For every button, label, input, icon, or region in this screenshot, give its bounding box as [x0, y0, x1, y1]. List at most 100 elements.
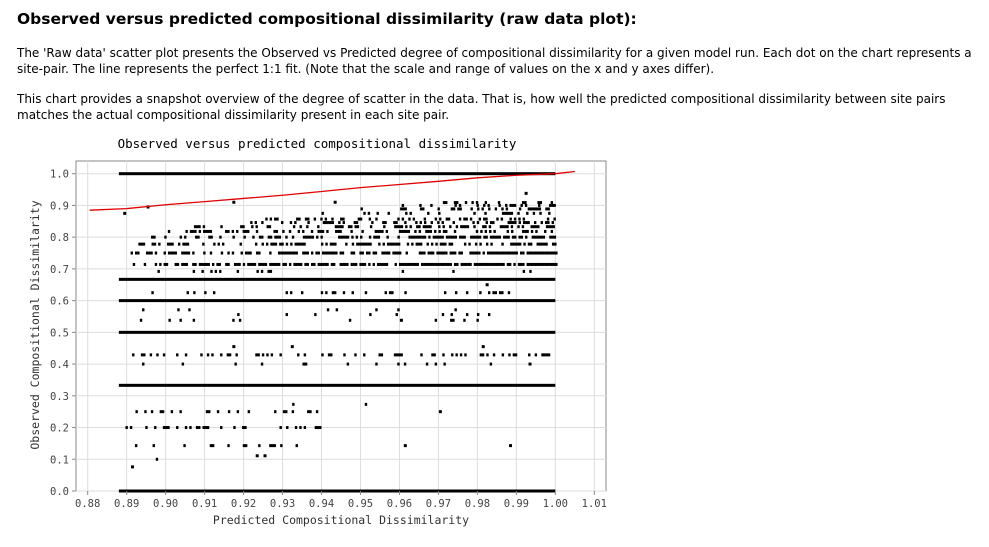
scatter-point [340, 217, 343, 221]
scatter-point [540, 235, 543, 239]
scatter-point [167, 426, 170, 430]
scatter-point [429, 225, 432, 229]
scatter-point [138, 242, 141, 246]
scatter-point [405, 225, 408, 229]
scatter-point [453, 251, 457, 255]
scatter-point [528, 262, 532, 266]
scatter-point [546, 251, 549, 255]
scatter-point [478, 235, 482, 239]
scatter-point [450, 318, 453, 322]
scatter-point [214, 269, 218, 273]
scatter-point [530, 229, 534, 233]
scatter-point [372, 262, 375, 266]
scatter-point [430, 203, 433, 207]
scatter-point [419, 203, 422, 207]
scatter-point [193, 291, 196, 295]
scatter-point [269, 262, 272, 266]
scatter-point [274, 410, 277, 414]
scatter-point [541, 251, 545, 255]
scatter-point [192, 251, 195, 255]
scatter-point [456, 262, 459, 266]
scatter-point [512, 242, 515, 246]
scatter-point [152, 444, 155, 448]
scatter-point [227, 251, 230, 255]
scatter-point [499, 225, 503, 229]
scatter-point [401, 269, 405, 273]
scatter-point [186, 291, 189, 295]
scatter-point [299, 426, 302, 430]
scatter-point [514, 242, 517, 246]
scatter-point [377, 235, 381, 239]
scatter-point [167, 251, 171, 255]
scatter-point [266, 353, 269, 357]
scatter-point [284, 251, 287, 255]
scatter-point [310, 251, 314, 255]
scatter-point [299, 225, 302, 229]
scatter-point [310, 262, 314, 266]
scatter-point [500, 217, 504, 221]
scatter-point [438, 251, 441, 255]
scatter-point [414, 262, 417, 266]
scatter-point [154, 251, 158, 255]
scatter-point [520, 235, 524, 239]
scatter-point [244, 229, 248, 233]
scatter-point [364, 291, 368, 295]
scatter-point [496, 217, 499, 221]
scatter-point [321, 211, 324, 215]
scatter-point [137, 251, 140, 255]
scatter-point [145, 251, 149, 255]
scatter-point [397, 308, 400, 312]
scatter-point [482, 225, 485, 229]
fit-line [89, 170, 575, 211]
scatter-point [260, 362, 264, 366]
scatter-point [483, 203, 486, 207]
scatter-point [392, 251, 395, 255]
scatter-point [354, 262, 358, 266]
scatter-point [183, 251, 186, 255]
scatter-point [282, 229, 285, 233]
scatter-point [511, 251, 514, 255]
scatter-point [343, 353, 346, 357]
scatter-point [233, 426, 236, 430]
scatter-point [462, 262, 466, 266]
scatter-point [405, 229, 408, 233]
scatter-point [298, 217, 301, 221]
scatter-point [185, 262, 188, 266]
scatter-point [510, 211, 514, 215]
scatter-point [131, 465, 135, 469]
scatter-point [184, 353, 188, 357]
scatter-point [456, 201, 459, 205]
scatter-point [238, 262, 241, 266]
scatter-point [451, 251, 455, 255]
scatter-point [391, 242, 394, 246]
scatter-point [338, 235, 341, 239]
scatter-point [332, 251, 336, 255]
chart-title: Observed versus predicted compositional … [118, 136, 517, 151]
scatter-point [463, 242, 467, 246]
scatter-point [244, 251, 248, 255]
scatter-point [184, 235, 187, 239]
scatter-point [438, 225, 441, 229]
scatter-point [546, 217, 550, 221]
scatter-point [134, 251, 138, 255]
scatter-point [307, 221, 310, 225]
scatter-point [247, 251, 250, 255]
scatter-point [209, 229, 213, 233]
scatter-point [505, 207, 509, 211]
scatter-point [194, 229, 197, 233]
scatter-point [360, 242, 363, 246]
scatter-point [297, 229, 301, 233]
scatter-point [260, 262, 263, 266]
scatter-point [295, 444, 298, 448]
scatter-point [526, 251, 529, 255]
scatter-point [235, 353, 238, 357]
scatter-point [379, 262, 382, 266]
scatter-point [193, 225, 197, 229]
scatter-point [395, 221, 398, 225]
scatter-point [361, 229, 364, 233]
scatter-point [206, 426, 210, 430]
scatter-point [398, 229, 402, 233]
scatter-point [524, 203, 528, 207]
scatter-point [273, 444, 276, 448]
scatter-point [360, 235, 363, 239]
